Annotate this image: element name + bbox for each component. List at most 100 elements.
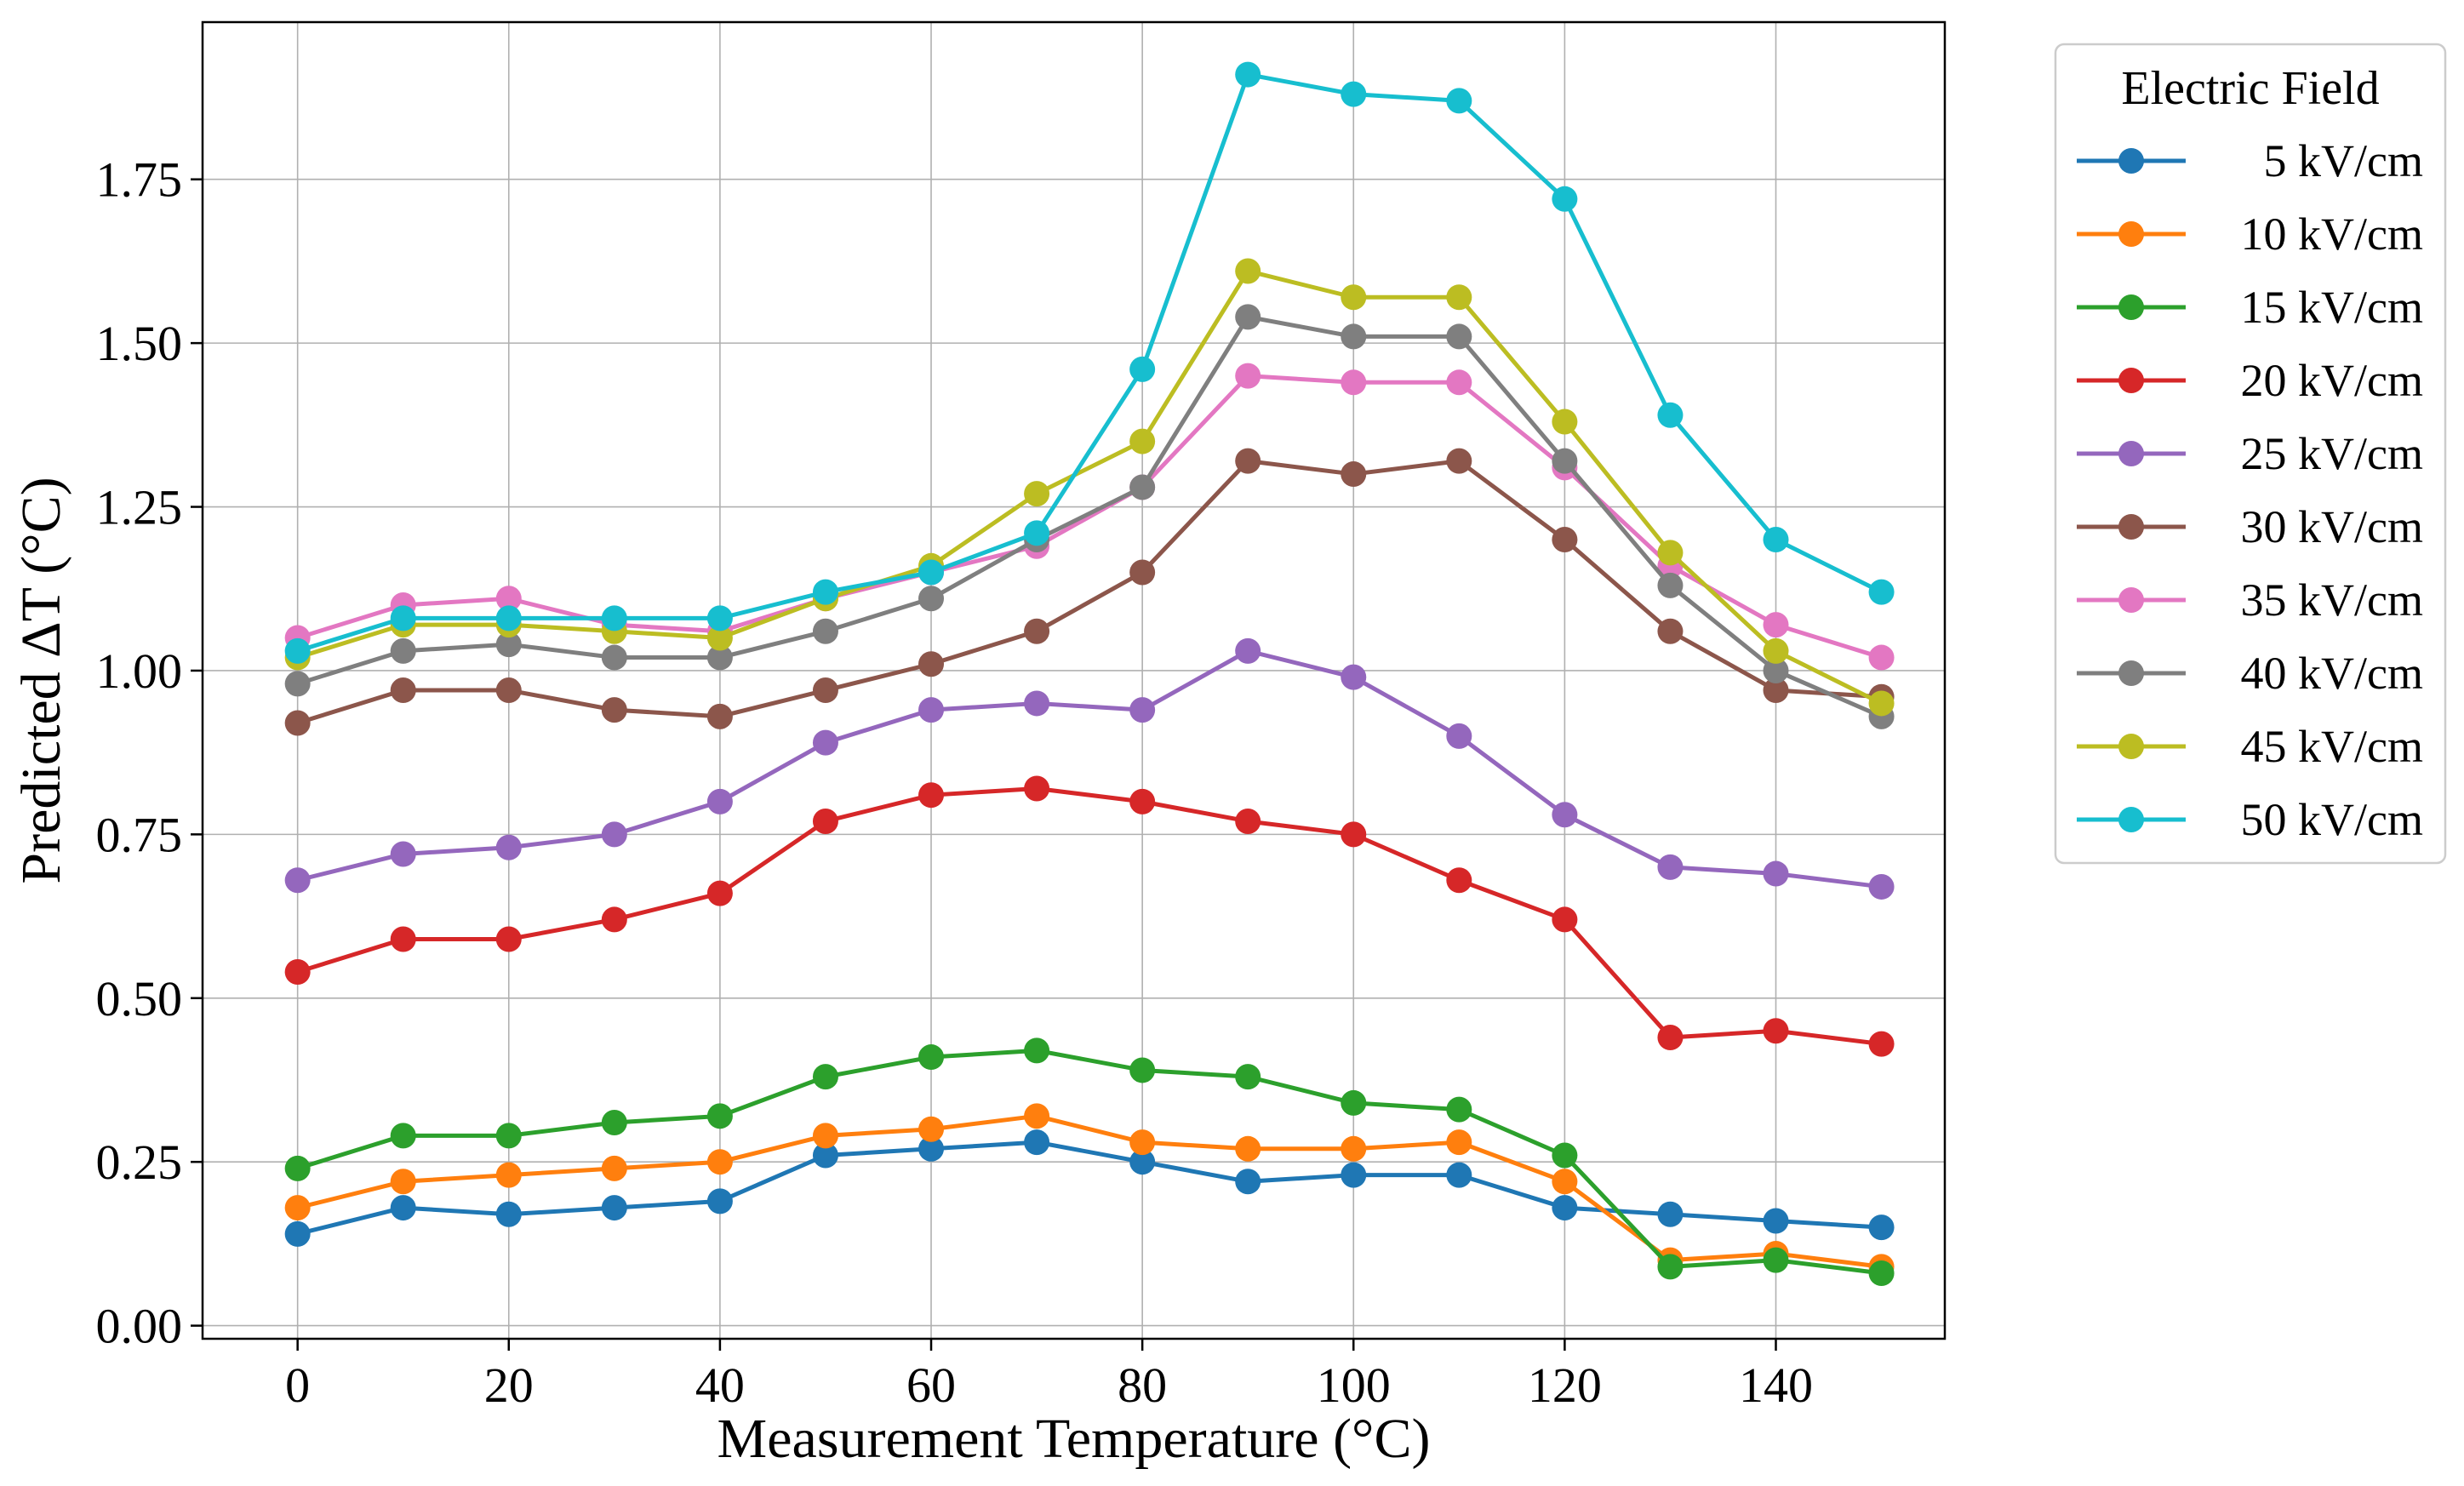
y-tick-label: 1.50 [96,316,183,371]
data-point [1235,808,1261,834]
data-point [1552,409,1578,435]
data-point [918,697,945,723]
data-point [601,1195,627,1221]
data-point [1341,323,1367,350]
data-point [1129,697,1156,723]
x-tick-label: 60 [906,1357,956,1413]
data-point [1024,618,1050,644]
data-point [1763,677,1789,704]
data-point [495,1123,522,1149]
series-5-kv-cm [284,1129,1895,1247]
data-point [812,579,838,605]
data-point [284,1220,311,1247]
data-point [812,677,838,704]
legend-label: 45 kV/cm [2241,721,2423,772]
legend-entry: 10 kV/cm [2077,209,2423,260]
data-point [1129,559,1156,586]
data-point [1341,821,1367,848]
data-point [284,637,311,664]
data-point [918,559,945,586]
data-point [1552,527,1578,553]
data-point [1024,1103,1050,1129]
data-point [1657,572,1684,598]
data-point [1657,1254,1684,1280]
legend-entry: 40 kV/cm [2077,648,2423,699]
legend-items: 5 kV/cm 10 kV/cm 15 kV/cm 20 kV/cm 25 kV/cm 3… [2077,135,2423,845]
series-30-kv-cm [284,448,1895,736]
data-point [1129,788,1156,814]
data-point [495,926,522,952]
data-point [1868,579,1895,605]
series-line [296,374,1883,660]
legend-label: 20 kV/cm [2241,355,2423,406]
data-point [284,867,311,894]
data-point [390,637,416,664]
data-point [284,671,311,697]
data-point [1446,369,1472,396]
data-point [1129,428,1156,454]
data-point [495,605,522,632]
data-point [706,1188,733,1215]
series-40-kv-cm [284,304,1895,729]
data-point [1129,474,1156,500]
data-point [1341,461,1367,488]
legend-label: 10 kV/cm [2241,209,2423,260]
data-point [918,586,945,612]
series-line [297,1113,1882,1269]
data-point [1763,657,1789,683]
series-line [296,72,1883,654]
data-point [1235,1169,1261,1195]
data-point [1763,527,1789,553]
data-point [1235,1135,1261,1162]
series-50-kv-cm [284,61,1895,664]
data-point [1552,906,1578,933]
legend-title: Electric Field [2121,62,2379,115]
data-point [495,1162,522,1188]
data-point [1341,1089,1367,1116]
data-point [1129,1149,1156,1175]
legend-entry: 15 kV/cm [2077,282,2423,333]
legend: Electric Field 5 kV/cm 10 kV/cm 15 kV/cm 20… [2054,43,2447,865]
data-point [390,1169,416,1195]
y-tick-label: 0.50 [96,971,183,1026]
data-point [390,1195,416,1221]
data-point [1552,802,1578,828]
data-point [284,958,311,985]
data-point [390,841,416,867]
data-point [1552,448,1578,474]
series-layer [284,61,1895,1287]
series-line [296,314,1883,719]
data-point [1552,1142,1578,1169]
data-point [918,651,945,677]
x-tick-label: 100 [1317,1357,1391,1413]
data-point [1341,664,1367,690]
grid [203,22,1945,1339]
y-tick-label: 1.25 [96,480,183,535]
legend-marker [2118,221,2144,247]
data-point [1446,284,1472,311]
legend-marker [2118,294,2144,320]
legend-label: 35 kV/cm [2241,574,2423,626]
data-point [812,1123,838,1149]
legend-label: 5 kV/cm [2264,135,2423,186]
series-line [296,459,1882,725]
legend-marker [2118,660,2144,686]
data-point [1341,284,1367,311]
data-point [1235,61,1261,88]
legend-label: 15 kV/cm [2241,282,2423,333]
series-line [297,1140,1882,1237]
data-point [1868,873,1895,900]
data-point [706,605,733,632]
data-point [1763,612,1789,638]
x-tick-label: 140 [1739,1357,1813,1413]
data-point [1657,854,1684,880]
legend-marker [2118,587,2144,613]
data-point [1446,1096,1472,1123]
series-line [296,786,1882,1047]
data-point [1024,1129,1050,1156]
y-axis-label: Predicted ΔT (°C) [10,477,72,883]
legend-marker [2118,734,2144,759]
data-point [1129,1057,1156,1083]
data-point [495,586,522,612]
